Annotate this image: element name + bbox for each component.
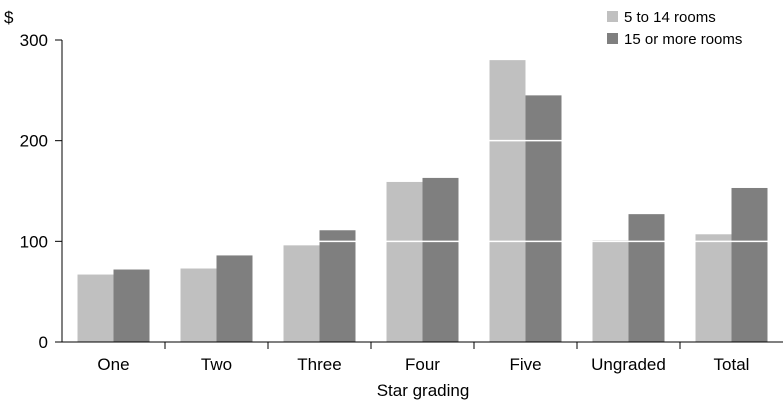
legend-label-2: 15 or more rooms	[624, 31, 742, 48]
bar-total-series-1	[695, 234, 732, 342]
bar-one-series-1	[77, 274, 114, 342]
bars-group	[77, 60, 768, 343]
bar-five-series-2	[525, 95, 562, 342]
bar-total-series-2	[731, 187, 768, 342]
x-axis-title: Star grading	[377, 381, 470, 400]
x-axis: One Two Three Four Five Ungraded Total	[62, 341, 783, 374]
legend-swatch-1	[607, 11, 618, 22]
legend-label-1: 5 to 14 rooms	[624, 9, 716, 26]
bar-two-series-1	[180, 268, 217, 342]
bar-four-series-1	[386, 181, 423, 342]
bar-ungraded-series-1	[592, 240, 629, 342]
bar-three-series-1	[283, 245, 320, 342]
x-tick-label-one: One	[97, 355, 129, 374]
bar-ungraded-series-2	[628, 214, 665, 342]
bar-three-series-2	[319, 230, 356, 342]
y-tick-label-300: 300	[20, 31, 48, 50]
bar-one-series-2	[113, 269, 150, 342]
bar-four-series-2	[422, 177, 459, 342]
bar-two-series-2	[216, 255, 253, 342]
x-tick-label-five: Five	[509, 355, 541, 374]
bar-five-series-1	[489, 60, 526, 343]
x-tick-label-total: Total	[714, 355, 750, 374]
x-tick-label-three: Three	[297, 355, 341, 374]
x-tick-label-ungraded: Ungraded	[591, 355, 666, 374]
y-axis: 0 100 200 300	[20, 31, 63, 352]
x-tick-label-four: Four	[405, 355, 440, 374]
y-tick-label-200: 200	[20, 132, 48, 151]
y-unit-label: $	[4, 8, 14, 27]
y-tick-label-0: 0	[39, 333, 48, 352]
legend: 5 to 14 rooms 15 or more rooms	[607, 9, 742, 48]
x-tick-label-two: Two	[201, 355, 232, 374]
legend-swatch-2	[607, 33, 618, 44]
y-tick-label-100: 100	[20, 232, 48, 251]
gridlines-group	[62, 139, 783, 243]
